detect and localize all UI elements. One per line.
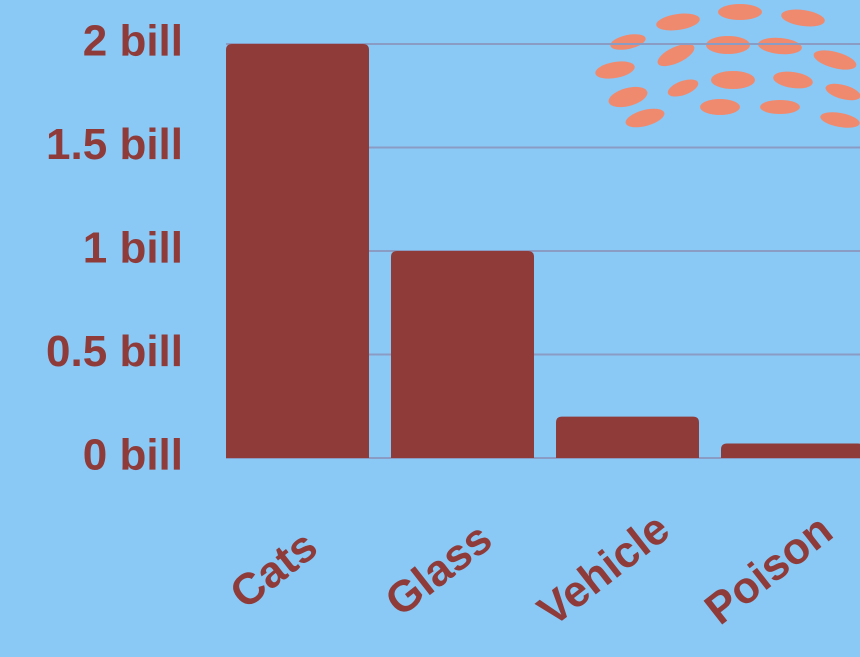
bar (226, 44, 369, 458)
y-tick-label: 1.5 bill (46, 120, 183, 169)
chart: 0 bill0.5 bill1 bill1.5 bill2 billCatsGl… (0, 0, 860, 657)
y-tick-label: 2 bill (83, 17, 183, 66)
y-tick-label: 0 bill (83, 431, 183, 480)
bar (721, 444, 860, 458)
page: {"chart_data": {"type": "bar", "categori… (0, 0, 860, 657)
bar (556, 417, 699, 458)
bar (391, 251, 534, 458)
y-tick-label: 0.5 bill (46, 327, 183, 376)
y-tick-label: 1 bill (83, 224, 183, 273)
